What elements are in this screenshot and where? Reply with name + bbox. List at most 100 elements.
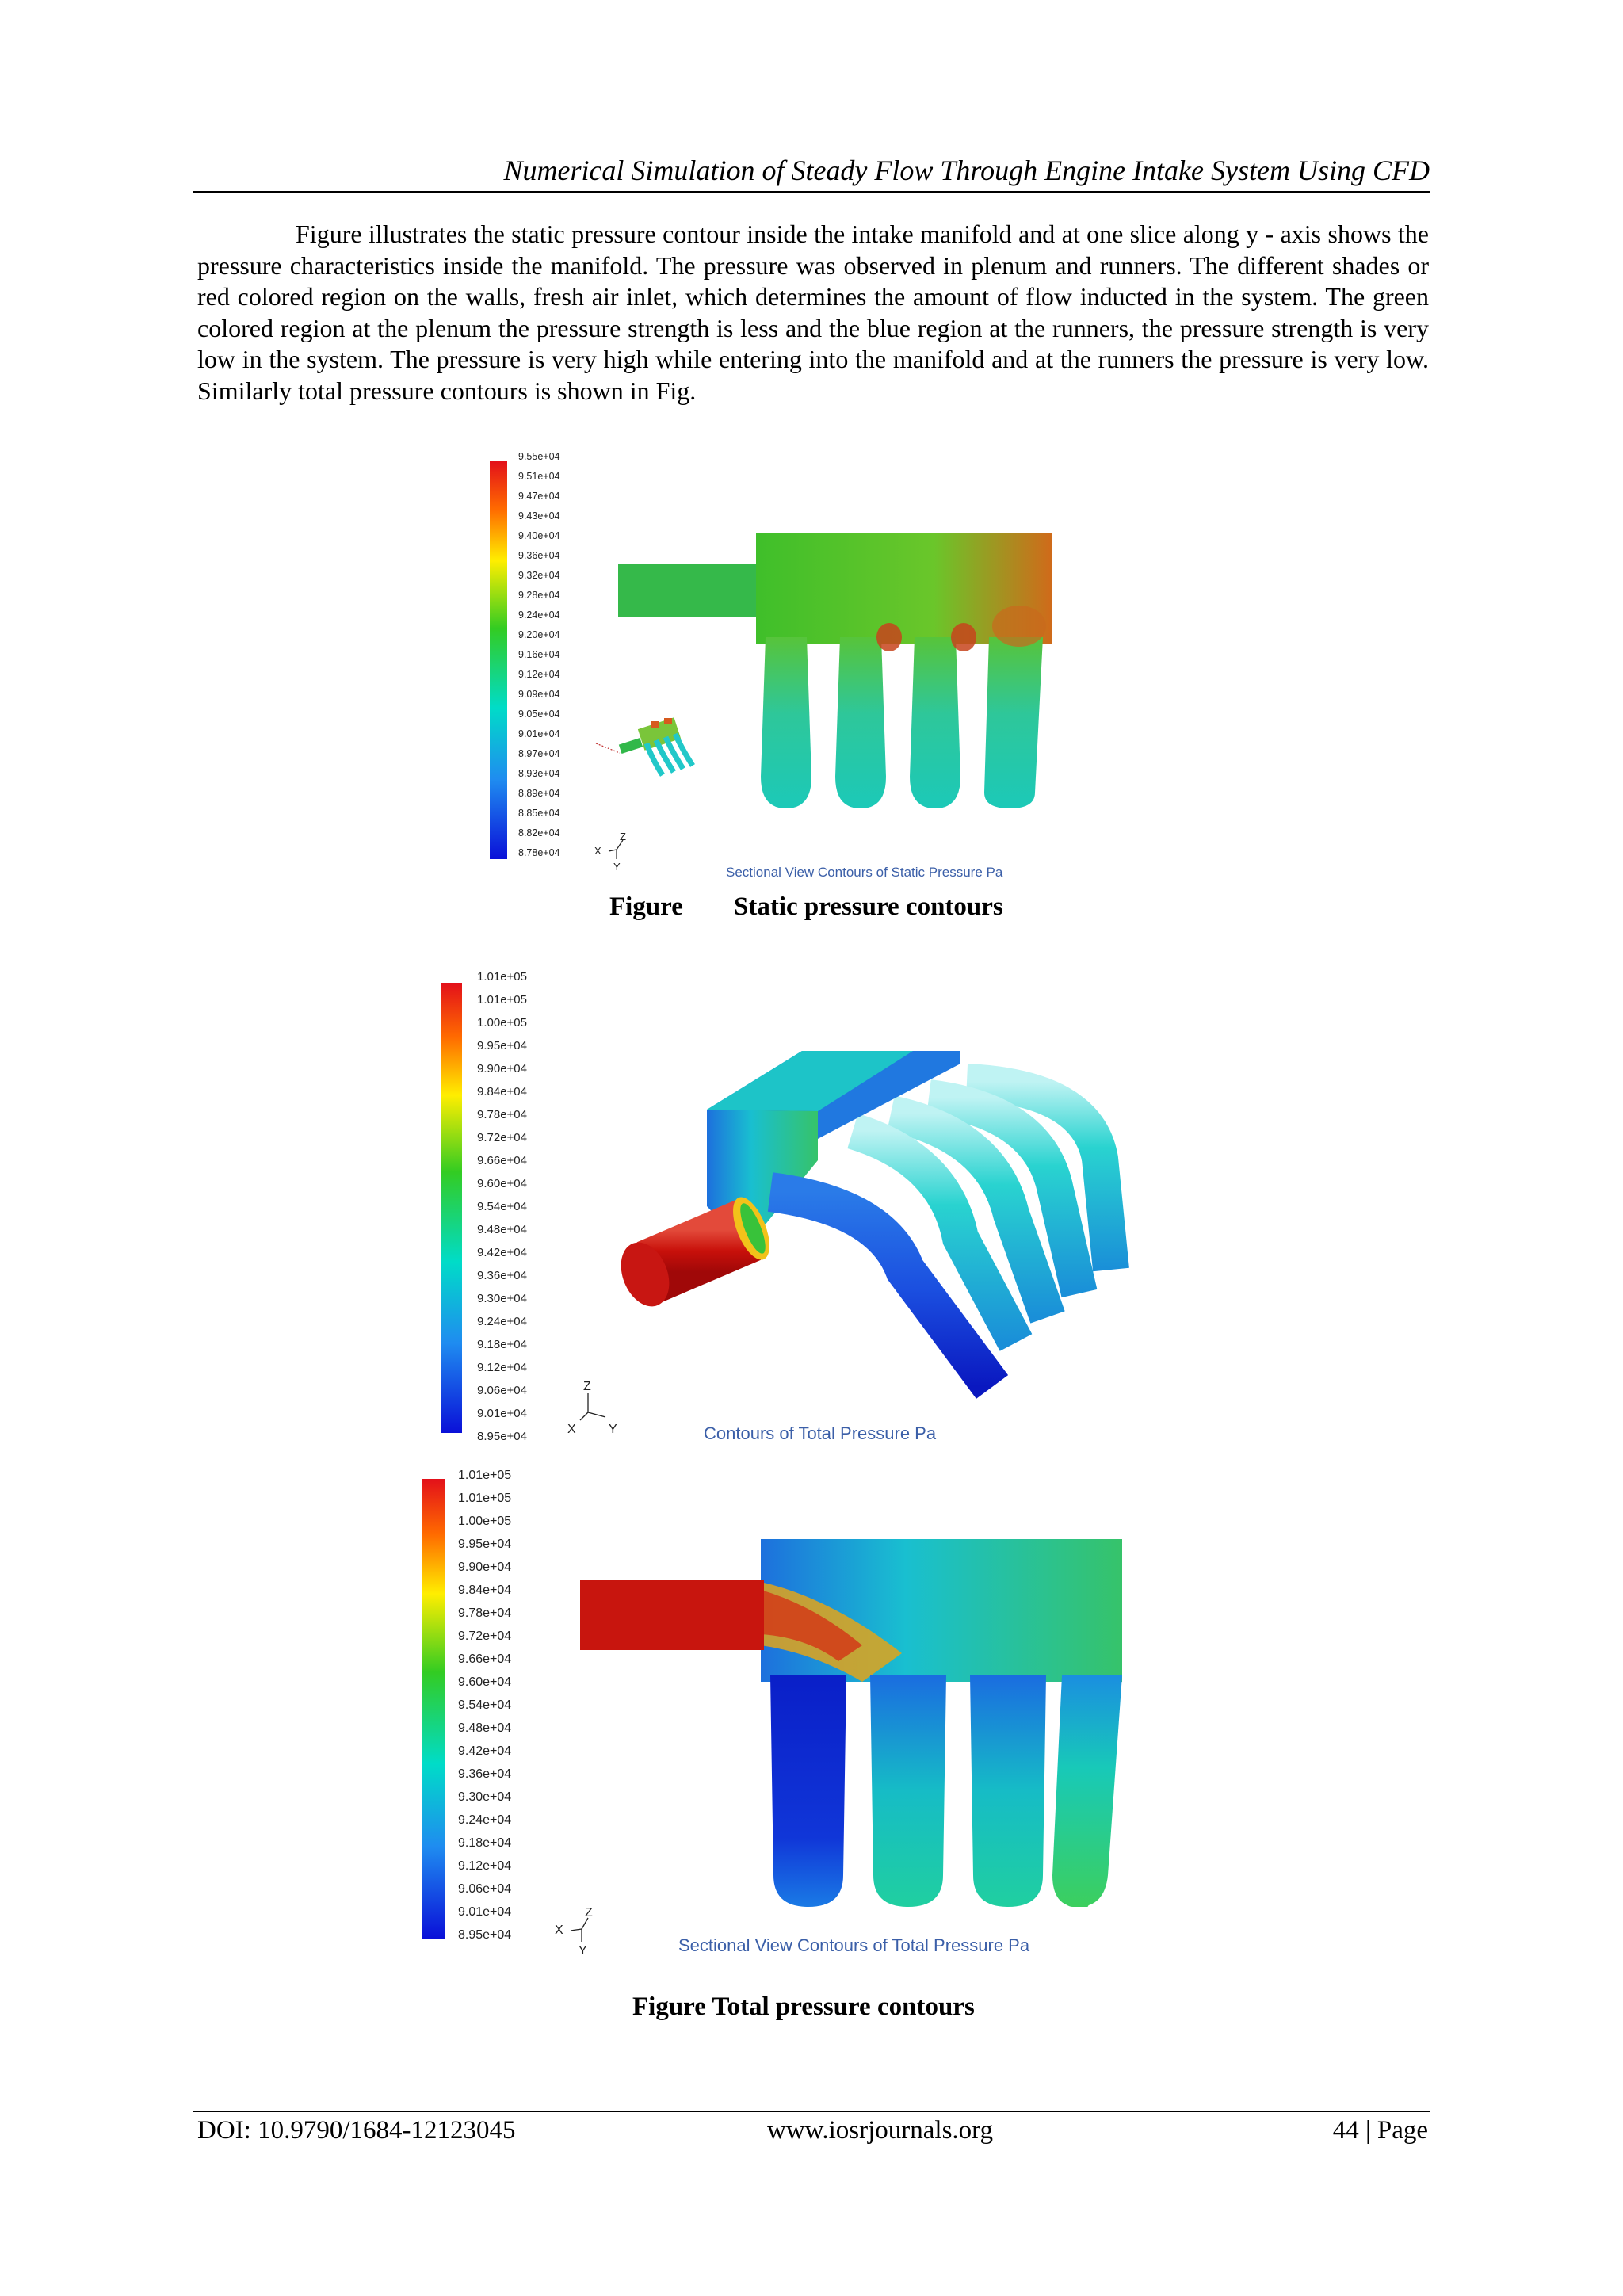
totalsec-color-scale xyxy=(422,1479,445,1939)
legend-label: 9.09e+04 xyxy=(518,689,560,700)
legend-label: 9.40e+04 xyxy=(518,530,560,541)
legend-label: 9.20e+04 xyxy=(518,629,560,640)
legend-label: 9.16e+04 xyxy=(518,649,560,660)
legend-label: 8.82e+04 xyxy=(518,827,560,839)
legend-label: 8.89e+04 xyxy=(518,788,560,799)
static-caption-label: Figure xyxy=(609,892,683,921)
body-paragraph: Figure illustrates the static pressure c… xyxy=(197,220,1429,405)
totalsec-section-view xyxy=(580,1539,1122,1907)
legend-label: 9.90e+04 xyxy=(458,1561,511,1574)
legend-label: 9.01e+04 xyxy=(458,1905,511,1919)
legend-label: 9.54e+04 xyxy=(458,1698,511,1712)
legend-label: 9.55e+04 xyxy=(518,451,560,462)
svg-text:X: X xyxy=(555,1924,563,1937)
svg-text:X: X xyxy=(594,845,601,857)
svg-text:Y: Y xyxy=(613,861,621,873)
legend-label: 9.72e+04 xyxy=(458,1629,511,1643)
legend-label: 9.43e+04 xyxy=(518,510,560,521)
legend-label: 9.01e+04 xyxy=(477,1407,527,1420)
inlet-pipe xyxy=(580,1580,764,1650)
svg-text:Y: Y xyxy=(579,1944,587,1958)
totalsec-legend-labels: 1.01e+05 1.01e+05 1.00e+05 9.95e+04 9.90… xyxy=(458,1469,511,1942)
runner xyxy=(910,637,960,808)
legend-label: 9.01e+04 xyxy=(518,728,560,739)
legend-label: 9.12e+04 xyxy=(477,1361,527,1374)
legend-label: 9.36e+04 xyxy=(518,550,560,561)
legend-label: 9.05e+04 xyxy=(518,709,560,720)
legend-label: 9.84e+04 xyxy=(477,1085,527,1098)
legend-label: 8.93e+04 xyxy=(518,768,560,779)
legend-label: 8.95e+04 xyxy=(477,1430,527,1443)
legend-label: 9.36e+04 xyxy=(458,1767,511,1781)
runner xyxy=(970,1675,1046,1907)
legend-label: 9.12e+04 xyxy=(458,1859,511,1873)
legend-label: 9.95e+04 xyxy=(458,1538,511,1551)
legend-label: 1.00e+05 xyxy=(477,1016,527,1030)
legend-label: 9.24e+04 xyxy=(518,609,560,621)
svg-text:Z: Z xyxy=(585,1906,593,1920)
footer-page-number: 44 | Page xyxy=(1332,2116,1428,2145)
legend-label: 8.78e+04 xyxy=(518,847,560,858)
legend-label: 1.01e+05 xyxy=(477,970,527,984)
legend-label: 9.78e+04 xyxy=(477,1108,527,1121)
static-axis-triad: X Z Y xyxy=(594,831,626,873)
legend-label: 9.72e+04 xyxy=(477,1131,527,1144)
legend-label: 9.06e+04 xyxy=(477,1384,527,1397)
legend-label: 9.54e+04 xyxy=(477,1200,527,1213)
running-header: Numerical Simulation of Steady Flow Thro… xyxy=(503,155,1430,186)
legend-label: 1.01e+05 xyxy=(458,1469,511,1482)
legend-label: 9.66e+04 xyxy=(477,1154,527,1167)
legend-label: 9.95e+04 xyxy=(477,1039,527,1052)
runner xyxy=(984,637,1043,808)
svg-text:Y: Y xyxy=(609,1423,617,1436)
legend-label: 9.42e+04 xyxy=(458,1744,511,1758)
total3d-axis-triad: Z X Y xyxy=(567,1380,617,1436)
runner xyxy=(770,1675,846,1907)
runner xyxy=(1052,1675,1122,1907)
static-section-view xyxy=(618,533,1052,808)
legend-label: 9.51e+04 xyxy=(518,471,560,482)
legend-label: 9.78e+04 xyxy=(458,1606,511,1620)
static-plot-title: Sectional View Contours of Static Pressu… xyxy=(726,865,1003,880)
footer-website[interactable]: www.iosrjournals.org xyxy=(767,2116,994,2145)
footer-rule xyxy=(193,2111,1430,2112)
footer-doi: DOI: 10.9790/1684-12123045 xyxy=(197,2116,516,2145)
legend-label: 9.18e+04 xyxy=(458,1836,511,1850)
legend-label: 9.36e+04 xyxy=(477,1269,527,1282)
svg-text:X: X xyxy=(567,1423,576,1436)
legend-label: 9.60e+04 xyxy=(458,1675,511,1689)
total3d-color-scale xyxy=(441,983,462,1433)
totalsec-plot-title: Sectional View Contours of Total Pressur… xyxy=(678,1935,1030,1955)
legend-label: 9.24e+04 xyxy=(458,1813,511,1827)
legend-label: 9.24e+04 xyxy=(477,1315,527,1328)
static-caption-title: Static pressure contours xyxy=(734,892,1003,921)
svg-text:Z: Z xyxy=(583,1380,591,1393)
total-caption: Figure Total pressure contours xyxy=(632,1992,975,2021)
total3d-plot-title: Contours of Total Pressure Pa xyxy=(704,1423,937,1443)
static-thumbnail-3d xyxy=(595,717,695,777)
legend-label: 9.66e+04 xyxy=(458,1652,511,1666)
totalsec-axis-triad: X Z Y xyxy=(555,1906,593,1958)
inlet-pipe xyxy=(618,564,777,617)
legend-label: 9.48e+04 xyxy=(458,1721,511,1735)
total-pressure-3d-figure: 1.01e+05 1.01e+05 1.00e+05 9.95e+04 9.90… xyxy=(437,968,1198,1452)
legend-label: 9.42e+04 xyxy=(477,1246,527,1259)
legend-label: 1.01e+05 xyxy=(477,993,527,1007)
runner xyxy=(835,637,886,808)
legend-label: 8.95e+04 xyxy=(458,1928,511,1942)
total3d-manifold-view xyxy=(621,1051,1129,1399)
legend-label: 9.48e+04 xyxy=(477,1223,527,1236)
header-rule xyxy=(193,191,1430,193)
legend-label: 1.01e+05 xyxy=(458,1492,511,1505)
body-text: Figure illustrates the static pressure c… xyxy=(197,219,1429,407)
legend-label: 1.00e+05 xyxy=(458,1515,511,1528)
legend-label: 9.06e+04 xyxy=(458,1882,511,1896)
legend-label: 9.30e+04 xyxy=(458,1790,511,1804)
total-pressure-section-figure: 1.01e+05 1.01e+05 1.00e+05 9.95e+04 9.90… xyxy=(418,1463,1195,1970)
legend-label: 9.12e+04 xyxy=(518,669,560,680)
runner xyxy=(761,637,812,808)
legend-label: 9.30e+04 xyxy=(477,1292,527,1305)
static-color-scale xyxy=(490,461,507,859)
legend-label: 9.60e+04 xyxy=(477,1177,527,1190)
legend-label: 9.47e+04 xyxy=(518,491,560,502)
